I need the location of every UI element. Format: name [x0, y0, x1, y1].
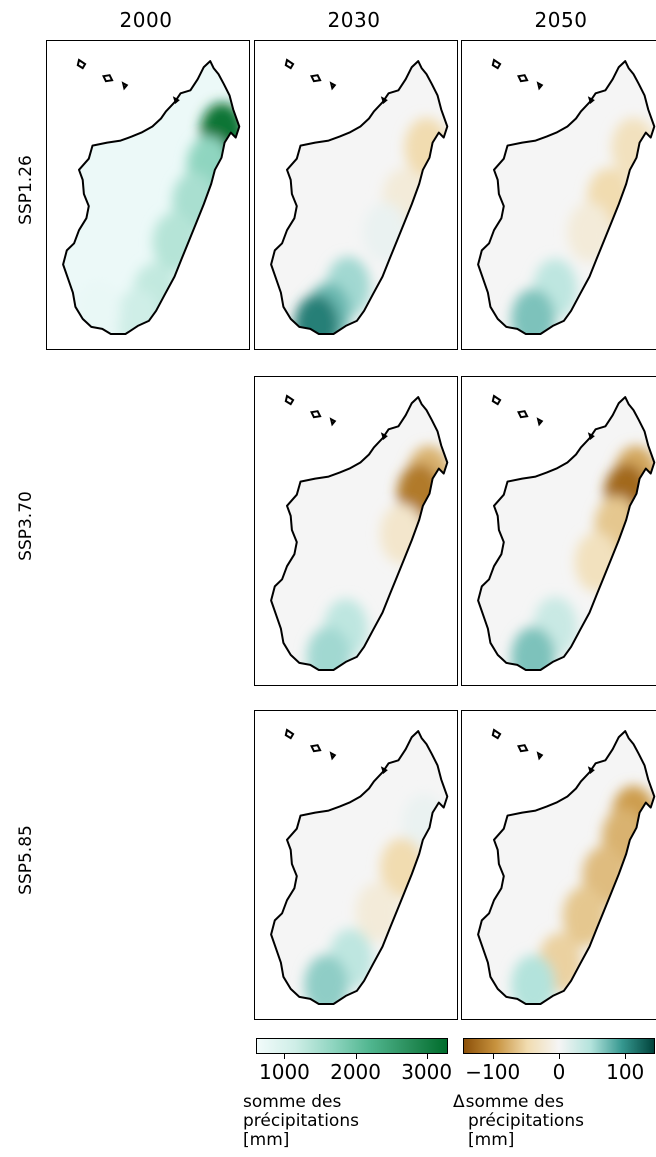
column-title-2000: 2000 — [119, 8, 173, 32]
coastline — [270, 396, 449, 671]
colorbar-absolute-tick — [426, 1054, 428, 1059]
precip-cell — [380, 504, 425, 564]
islet — [491, 728, 502, 740]
colorbar-absolute-tick-label: 1000 — [259, 1060, 310, 1084]
map-panel-ssp126-2050 — [461, 40, 656, 350]
madagascar-map — [477, 58, 656, 335]
coastline — [270, 730, 449, 1005]
row-label-ssp585: SSP5.85 — [16, 825, 36, 895]
colorbar-absolute-tick — [355, 1054, 357, 1059]
row-label-ssp370: SSP3.70 — [16, 491, 36, 561]
colorbar-delta-tick-label: 100 — [606, 1060, 645, 1084]
colorbar-absolute-tick-label: 3000 — [401, 1060, 453, 1084]
colorbar-absolute-label-line1: somme des — [243, 1092, 342, 1112]
colorbar-delta-tick — [559, 1054, 560, 1059]
islet — [121, 81, 129, 91]
islet — [491, 58, 502, 70]
colorbar-delta-label-line3: [mm] — [468, 1130, 515, 1150]
islet — [76, 58, 87, 70]
map-panel-ssp126-2000 — [46, 40, 250, 350]
islet — [310, 74, 322, 83]
coastline — [270, 60, 449, 335]
islet — [172, 96, 180, 105]
madagascar-map — [270, 728, 449, 1005]
precip-cell — [511, 288, 556, 334]
column-title-2050: 2050 — [534, 8, 588, 32]
islet — [284, 728, 295, 740]
colorbar-absolute-tick — [284, 1054, 286, 1059]
islet — [380, 96, 388, 105]
islet — [587, 432, 595, 441]
precip-cell — [611, 117, 655, 178]
colorbar-delta-label-line2: précipitations — [468, 1111, 584, 1131]
colorbar-absolute-label-line2: précipitations — [243, 1111, 359, 1131]
precip-cell — [404, 117, 448, 178]
column-title-2030: 2030 — [327, 8, 381, 32]
colorbar-delta-tick-label: −100 — [465, 1060, 521, 1084]
islet — [536, 417, 544, 427]
coastline — [62, 60, 241, 335]
islet — [329, 81, 337, 91]
coastline — [477, 396, 656, 671]
map-panel-ssp126-2030 — [254, 40, 458, 350]
delta-symbol: Δ — [453, 1092, 465, 1112]
islet — [380, 766, 388, 775]
madagascar-map — [477, 394, 656, 671]
islet — [310, 410, 322, 419]
islet — [587, 96, 595, 105]
madagascar-map — [62, 58, 241, 335]
islet — [329, 417, 337, 427]
colorbar-delta — [463, 1038, 655, 1054]
row-label-ssp126: SSP1.26 — [16, 155, 36, 225]
map-panel-ssp370-2050 — [461, 376, 656, 686]
colorbar-delta-tick — [625, 1054, 627, 1059]
colorbar-delta-tick-label: 0 — [552, 1060, 566, 1084]
madagascar-map — [270, 394, 449, 671]
islet — [102, 74, 114, 83]
precip-cell — [304, 954, 349, 1004]
precip-cell — [115, 288, 160, 334]
coastline — [477, 60, 656, 335]
colorbar-delta-tick — [492, 1054, 494, 1059]
islet — [536, 81, 544, 91]
coastline — [477, 730, 656, 1005]
map-panel-ssp585-2050 — [461, 710, 656, 1020]
islet — [329, 751, 337, 761]
madagascar-map — [477, 728, 656, 1005]
colorbar-delta-label-line1: somme des — [465, 1092, 564, 1112]
islet — [284, 394, 295, 406]
precip-cell — [511, 626, 556, 670]
precip-cell — [306, 626, 351, 670]
madagascar-map — [270, 58, 449, 335]
map-panel-ssp370-2030 — [254, 376, 458, 686]
islet — [536, 751, 544, 761]
precip-cell — [511, 954, 556, 1004]
islet — [491, 394, 502, 406]
colorbar-absolute-label-line3: [mm] — [243, 1130, 290, 1150]
islet — [517, 410, 529, 419]
precip-cell — [567, 202, 612, 263]
islet — [380, 432, 388, 441]
islet — [587, 766, 595, 775]
islet — [517, 74, 529, 83]
precip-cell — [294, 294, 339, 334]
precip-cell — [574, 532, 619, 593]
colorbar-absolute-tick-label: 2000 — [330, 1060, 381, 1084]
colorbar-absolute — [256, 1038, 448, 1054]
colorbar-delta-label: Δsomme des précipitations [mm] — [453, 1093, 584, 1150]
map-panel-ssp585-2030 — [254, 710, 458, 1020]
islet — [310, 744, 322, 753]
precip-cell — [355, 882, 400, 943]
precip-cell — [76, 280, 121, 334]
colorbar-absolute-label: somme des précipitations [mm] — [243, 1093, 359, 1150]
islet — [517, 744, 529, 753]
islet — [284, 58, 295, 70]
